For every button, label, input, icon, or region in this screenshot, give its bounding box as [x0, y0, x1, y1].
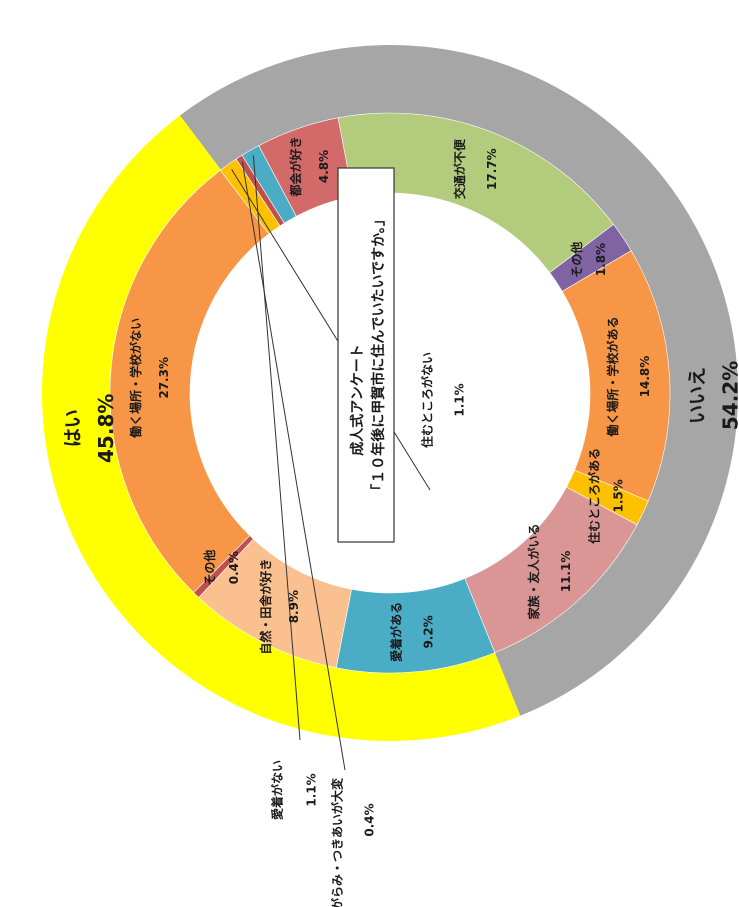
- label-pct-1: 8.9%: [287, 590, 301, 623]
- label-name-0: 愛着がある: [388, 602, 403, 662]
- outer-slice-yes: [42, 115, 521, 741]
- label-name-3: 働く場所・学校がない: [128, 318, 143, 439]
- chart-subtitle: 「１０年後に甲賀市に住んでいたいですか。」: [370, 212, 387, 498]
- outer-label-yes: はい: [62, 409, 84, 447]
- leader-lines: [231, 155, 431, 771]
- label-pct-3: 27.3%: [157, 357, 171, 399]
- label-pct-10: 14.8%: [638, 356, 652, 398]
- leader-line-5: [241, 162, 346, 771]
- outer-slice-no: [179, 44, 739, 716]
- outer-ring: [42, 44, 739, 741]
- outer-pct-yes: 45.8%: [94, 394, 118, 463]
- leader-line-4: [231, 169, 431, 491]
- label-pct-6: 1.1%: [305, 773, 319, 806]
- title-box: 成人式アンケート 「１０年後に甲賀市に住んでいたいですか。」: [337, 167, 395, 543]
- label-pct-7: 4.8%: [317, 150, 331, 183]
- label-name-7: 都会が好き: [288, 136, 303, 197]
- label-name-5: しがらみ・つきあいが大変: [330, 777, 345, 907]
- label-pct-2: 0.4%: [227, 551, 241, 584]
- label-name-1: 自然・田舎が好き: [258, 559, 273, 655]
- slice-labels: 愛着がある 9.2% 自然・田舎が好き 8.9% その他 0.4% 働く場所・学校がない 27…: [62, 136, 739, 907]
- label-name-6: 愛着がない: [270, 760, 285, 820]
- label-name-2: その他: [202, 550, 217, 586]
- outer-pct-no: 54.2%: [718, 361, 739, 430]
- label-pct-9: 1.8%: [594, 243, 608, 276]
- label-pct-5: 0.4%: [363, 803, 377, 836]
- label-name-11: 住むところがある: [586, 448, 601, 544]
- leader-line-6: [252, 155, 301, 741]
- chart-title: 成人式アンケート: [349, 344, 366, 455]
- label-name-10: 働く場所・学校がある: [605, 317, 620, 438]
- inner-ring: [109, 112, 671, 674]
- label-name-12: 家族・友人がいる: [526, 523, 541, 619]
- label-pct-8: 17.7%: [485, 148, 499, 190]
- label-name-9: その他: [569, 242, 584, 278]
- label-name-8: 交通が不便: [452, 138, 467, 199]
- inner-slice-12: [464, 486, 638, 654]
- label-pct-0: 9.2%: [421, 615, 435, 648]
- outer-label-no: いいえ: [686, 367, 708, 424]
- inner-slice-3: [109, 169, 270, 594]
- label-name-4: 住むところがない: [420, 352, 435, 448]
- label-pct-4: 1.1%: [453, 383, 467, 416]
- label-pct-12: 11.1%: [559, 551, 573, 593]
- label-pct-11: 1.5%: [611, 479, 625, 512]
- inner-slice-8: [337, 112, 614, 274]
